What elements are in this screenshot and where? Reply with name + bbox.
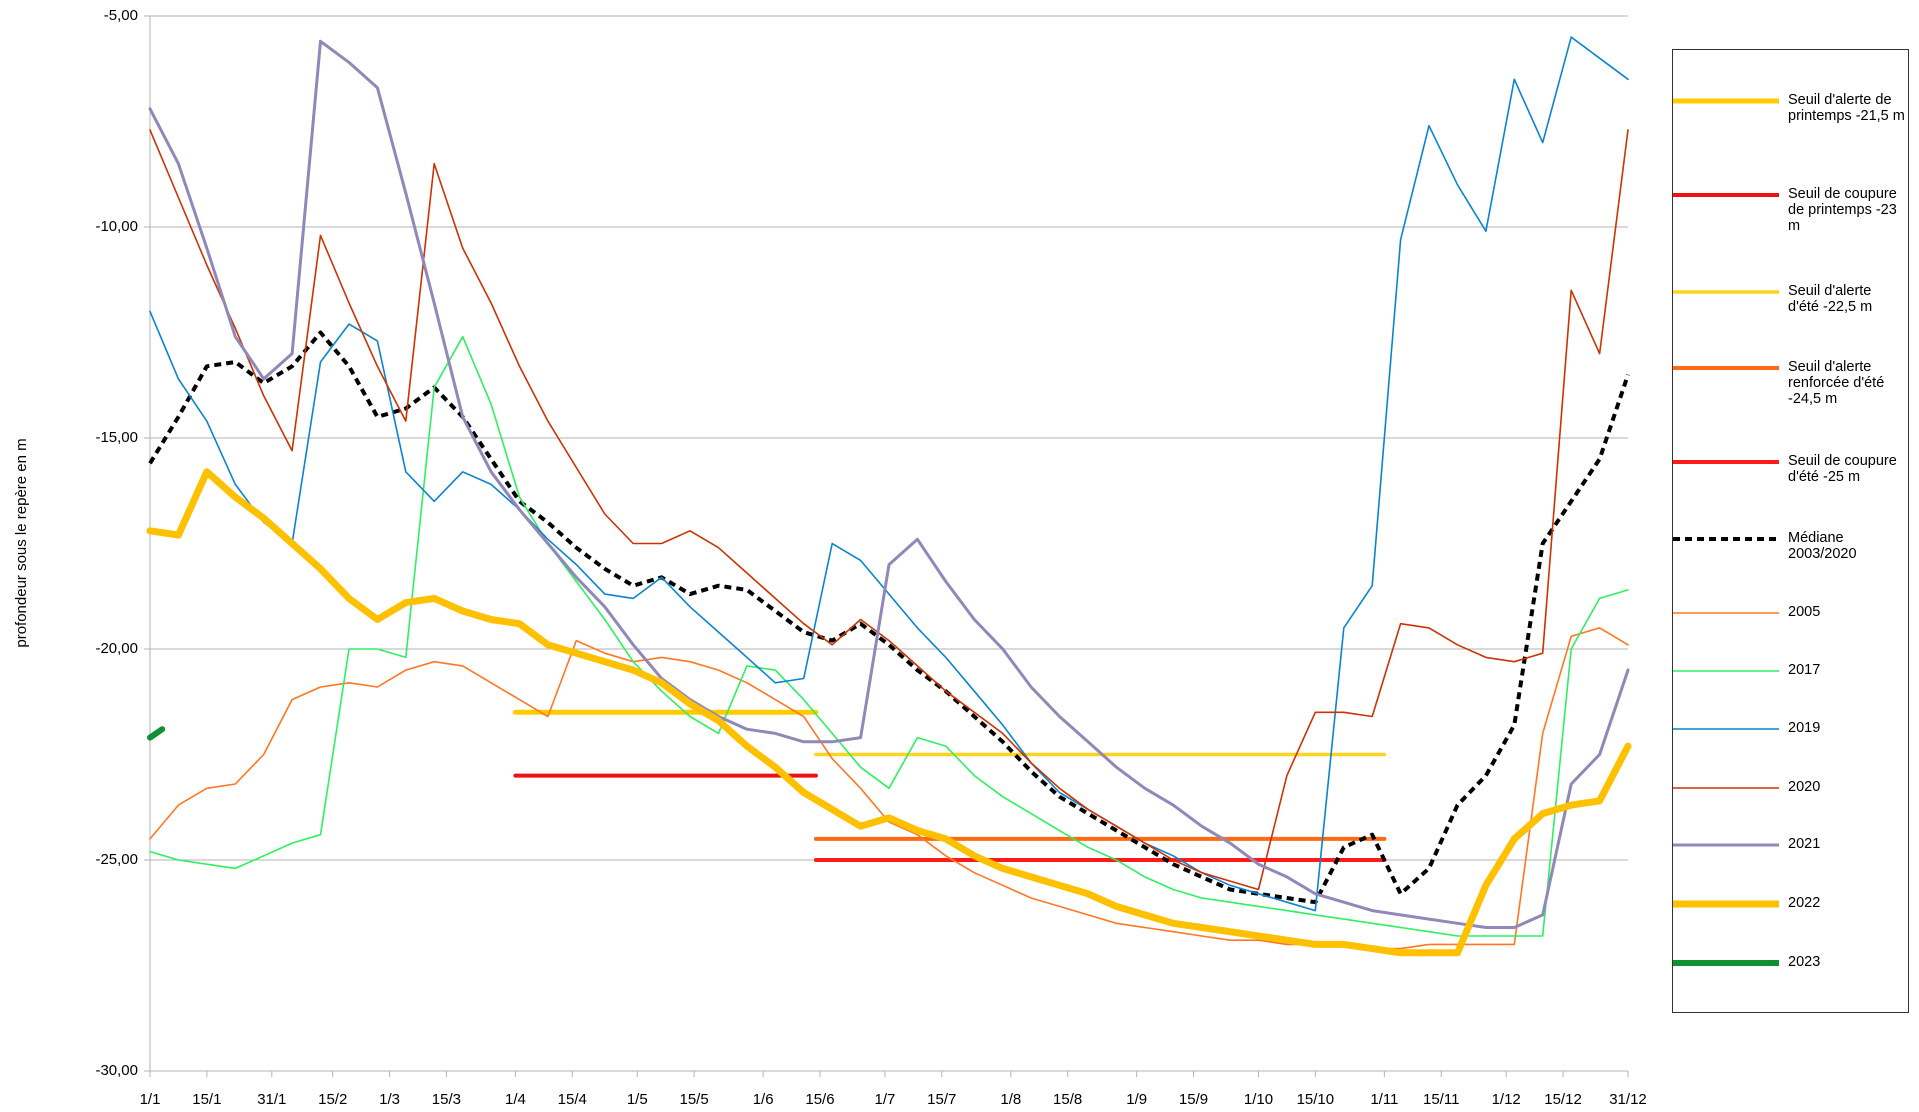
- y-tick-label: -30,00: [95, 1062, 138, 1079]
- legend: Seuil d'alerte de printemps -21,5 m Seuil…: [1672, 49, 1909, 1013]
- x-tick-label: 15/3: [432, 1091, 461, 1108]
- legend-swatch: [1673, 900, 1779, 908]
- legend-label: Seuil de coupure d'été -25 m: [1788, 453, 1897, 485]
- x-tick-label: 1/12: [1492, 1091, 1521, 1108]
- x-tick-label: 15/12: [1544, 1091, 1582, 1108]
- y-tick-label: -20,00: [95, 640, 138, 657]
- x-tick-label: 15/5: [679, 1091, 708, 1108]
- series-line: [148, 39, 1630, 929]
- x-tick-label: 1/8: [1000, 1091, 1021, 1108]
- legend-label: 2022: [1788, 895, 1821, 911]
- x-tick-label: 15/4: [558, 1091, 587, 1108]
- series-line: [149, 335, 1629, 937]
- x-tick-label: 1/3: [379, 1091, 400, 1108]
- x-tick-label: 15/11: [1423, 1091, 1459, 1108]
- x-tick-label: 15/10: [1297, 1091, 1335, 1108]
- legend-label: 2020: [1788, 779, 1821, 795]
- y-tick-label: -15,00: [95, 429, 138, 446]
- legend-swatch: [1673, 460, 1779, 464]
- y-tick-label: -10,00: [95, 218, 138, 235]
- legend-swatch: [1673, 728, 1779, 730]
- legend-swatch: [1673, 366, 1779, 370]
- legend-swatch: [1673, 787, 1779, 789]
- series-line: [148, 330, 1630, 905]
- x-tick-label: 15/7: [927, 1091, 956, 1108]
- legend-label: Seuil d'alerte de printemps -21,5 m: [1788, 92, 1905, 124]
- legend-swatch: [1673, 612, 1779, 614]
- x-tick-label: 15/1: [192, 1091, 221, 1108]
- x-tick-label: 1/1: [140, 1091, 161, 1108]
- legend-label: Seuil d'alerte renforcée d'été -24,5 m: [1788, 359, 1885, 407]
- chart: profondeur sous le repère en m -30,00 -25…: [13, 7, 1647, 1108]
- x-tick-label: 15/2: [318, 1091, 347, 1108]
- x-tick-label: 15/6: [805, 1091, 834, 1108]
- x-tick-label: 1/10: [1244, 1091, 1273, 1108]
- y-tick-label: -25,00: [95, 851, 138, 868]
- legend-swatch: [1673, 193, 1779, 197]
- y-tick-label: -5,00: [104, 7, 138, 24]
- legend-label: Médiane 2003/2020: [1788, 530, 1857, 562]
- legend-label: 2019: [1788, 720, 1821, 736]
- legend-swatch: [1673, 960, 1779, 966]
- series-line: [146, 468, 1632, 957]
- legend-swatch: [1673, 670, 1779, 672]
- legend-label: 2021: [1788, 836, 1821, 852]
- legend-label: Seuil d'alerte d'été -22,5 m: [1788, 283, 1873, 315]
- x-tick-label: 1/11: [1370, 1091, 1398, 1108]
- legend-label: 2023: [1788, 954, 1821, 970]
- x-tick-label: 31/12: [1609, 1091, 1647, 1108]
- x-tick-label: 15/9: [1179, 1091, 1208, 1108]
- x-tick-label: 31/1: [257, 1091, 286, 1108]
- legend-label: 2005: [1788, 604, 1821, 620]
- x-tick-label: 1/6: [753, 1091, 774, 1108]
- y-axis-label: profondeur sous le repère en m: [13, 438, 30, 647]
- legend-label: 2017: [1788, 662, 1821, 678]
- series-line: [149, 129, 1629, 891]
- x-tick-label: 1/5: [627, 1091, 648, 1108]
- series-line: [149, 36, 1629, 912]
- legend-swatch: [1673, 290, 1779, 294]
- x-tick-label: 1/9: [1126, 1091, 1147, 1108]
- legend-label: Seuil de coupure de printemps -23 m: [1788, 186, 1897, 234]
- x-tick-label: 15/8: [1053, 1091, 1082, 1108]
- legend-swatch: [1673, 843, 1779, 847]
- x-tick-label: 1/7: [875, 1091, 896, 1108]
- series-line: [147, 726, 166, 741]
- legend-swatch: [1673, 98, 1779, 104]
- legend-swatch: [1673, 537, 1779, 541]
- x-tick-label: 1/4: [505, 1091, 526, 1108]
